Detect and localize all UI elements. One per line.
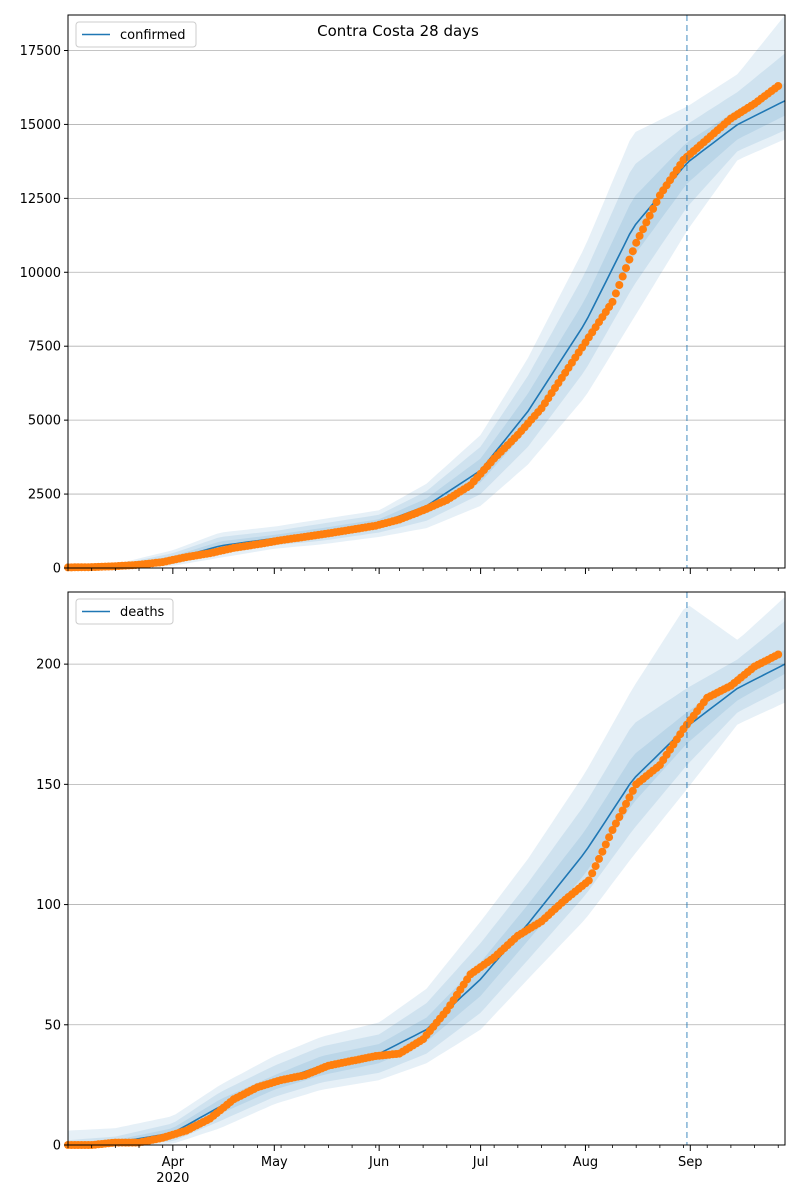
y-tick-label: 15000 [20, 118, 61, 133]
y-tick-label: 150 [36, 778, 61, 793]
x-tick-label: Jun [368, 1155, 389, 1170]
data-point [632, 238, 641, 247]
data-point [588, 869, 597, 878]
data-point [595, 854, 603, 863]
y-tick-label: 10000 [20, 266, 61, 281]
y-tick-label: 200 [36, 658, 61, 673]
data-point [591, 862, 600, 871]
uncertainty-band-outer [68, 15, 785, 568]
x-tick-label: May [261, 1155, 288, 1170]
data-point [645, 211, 654, 220]
data-point [608, 297, 617, 306]
data-point [774, 650, 783, 659]
axes-frame [67, 14, 786, 569]
data-point [649, 204, 658, 213]
legend-label: confirmed [120, 28, 186, 43]
axes-frame [67, 591, 786, 1146]
data-point [618, 272, 627, 281]
x-tick-label: Aug [573, 1155, 598, 1170]
data-point [642, 218, 651, 227]
y-tick-label: 2500 [28, 488, 61, 503]
y-tick-label: 50 [44, 1018, 61, 1033]
data-point [628, 786, 637, 795]
data-point [605, 833, 614, 842]
y-tick-label: 0 [53, 1139, 61, 1154]
y-tick-label: 17500 [20, 44, 61, 59]
data-point [628, 247, 637, 256]
data-point [625, 793, 634, 802]
data-point [615, 281, 624, 289]
x-tick-label: Apr [162, 1155, 185, 1170]
y-tick-label: 12500 [20, 192, 61, 207]
data-point [774, 82, 783, 90]
legend-box [75, 21, 197, 48]
y-tick-label: 0 [53, 562, 61, 577]
data-point [639, 225, 647, 234]
y-tick-label: 5000 [28, 414, 61, 429]
data-point [601, 840, 610, 849]
data-point [598, 847, 607, 856]
y-tick-label: 7500 [28, 340, 61, 355]
deaths-panel: 0 50 100 150 200 Apr May Jun Jul Aug Sep 2020 deaths [36, 591, 786, 1186]
data-point [622, 799, 630, 808]
data-point [622, 264, 630, 273]
data-point [615, 813, 624, 821]
data-point [611, 819, 620, 828]
data-point [635, 231, 644, 240]
legend-box [75, 598, 174, 625]
uncertainty-band-inner [68, 649, 785, 1145]
x-tick-label: Sep [678, 1155, 703, 1170]
data-point [608, 826, 617, 834]
confirmed-panel: 0 2500 5000 7500 10000 12500 15000 17500 confirm… [20, 14, 786, 577]
chart-title: Contra Costa 28 days [317, 22, 479, 40]
x-tick-label: Jul [472, 1155, 489, 1170]
data-point [611, 289, 620, 298]
data-point [652, 198, 661, 207]
data-point [584, 876, 593, 885]
data-point [625, 255, 634, 264]
data-point [618, 806, 627, 815]
legend-label: deaths [120, 605, 165, 620]
y-tick-label: 100 [36, 898, 61, 913]
x-tick-year-label: 2020 [156, 1171, 189, 1186]
